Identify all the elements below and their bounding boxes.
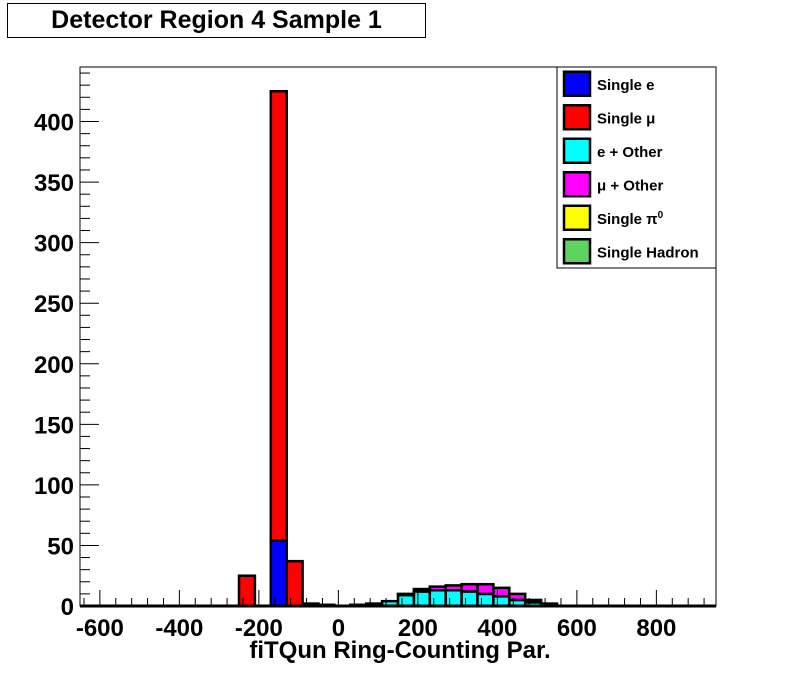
legend-swatch xyxy=(562,204,592,231)
legend-swatch xyxy=(562,238,592,265)
legend-label-superscript: 0 xyxy=(658,210,664,221)
bar-series3-bin14 xyxy=(460,582,479,593)
x-axis-title: fiTQun Ring-Counting Par. xyxy=(249,637,550,664)
x-tick-label: 400 xyxy=(477,615,517,642)
bar-series2-bin10 xyxy=(396,593,416,608)
bar-series2-bin11 xyxy=(412,590,432,608)
legend-label: Single μ xyxy=(597,110,655,127)
chart-title-box: Detector Region 4 Sample 1 xyxy=(7,3,426,38)
y-tick-label: 100 xyxy=(34,473,74,500)
y-tick-label: 300 xyxy=(34,231,74,258)
bar-series1-bin2 xyxy=(269,89,288,542)
x-tick-label: 800 xyxy=(636,615,676,642)
x-tick-label: 0 xyxy=(332,615,345,642)
bar-series1-bin3 xyxy=(285,559,304,608)
y-tick-label: 200 xyxy=(34,352,74,379)
y-tick-label: 400 xyxy=(34,110,74,137)
bar-series2-bin14 xyxy=(460,590,479,608)
legend: Single e Single μ e + Other μ + Other Single… xyxy=(556,66,717,269)
legend-label: Single π0 xyxy=(597,210,664,228)
legend-swatch xyxy=(562,137,592,164)
chart-title: Detector Region 4 Sample 1 xyxy=(51,6,382,34)
y-tick-label: 150 xyxy=(34,412,74,439)
legend-swatch xyxy=(562,104,592,131)
legend-label: Single Hadron xyxy=(597,244,699,261)
y-tick-label: 0 xyxy=(61,594,74,621)
y-tick-label: 250 xyxy=(34,291,74,318)
plot-frame xyxy=(79,66,717,607)
y-tick-label: 50 xyxy=(47,533,74,560)
bar-series0-bin2 xyxy=(269,539,288,608)
bar-series3-bin13 xyxy=(444,584,463,592)
bar-series1-bin0 xyxy=(237,574,257,608)
legend-box xyxy=(556,66,717,269)
axes: -600 -400 -200 0 200 400 600 800 0 50 100 150 200 250… xyxy=(34,72,705,664)
x-tick-label: -400 xyxy=(155,615,203,642)
legend-label: μ + Other xyxy=(597,177,663,194)
bar-series3-bin12 xyxy=(428,585,447,592)
legend-swatch xyxy=(562,70,592,97)
x-tick-label: 200 xyxy=(398,615,438,642)
x-tick-label: -200 xyxy=(235,615,283,642)
legend-swatch xyxy=(562,171,592,198)
bar-series2-bin15 xyxy=(476,592,495,608)
bar-series3-bin16 xyxy=(492,586,511,598)
legend-label: e + Other xyxy=(597,144,663,161)
bar-series3-bin10 xyxy=(396,592,416,597)
y-tick-label: 350 xyxy=(34,170,74,197)
bar-series3-bin17 xyxy=(508,592,527,602)
legend-label: Single e xyxy=(597,77,655,94)
x-tick-label: 600 xyxy=(557,615,597,642)
bar-series2-bin13 xyxy=(444,589,463,608)
bar-series3-bin15 xyxy=(476,582,495,596)
bar-series3-bin18 xyxy=(523,598,543,604)
bar-series2-bin12 xyxy=(428,589,447,608)
bar-series3-bin11 xyxy=(412,587,432,593)
x-tick-label: -600 xyxy=(76,615,124,642)
